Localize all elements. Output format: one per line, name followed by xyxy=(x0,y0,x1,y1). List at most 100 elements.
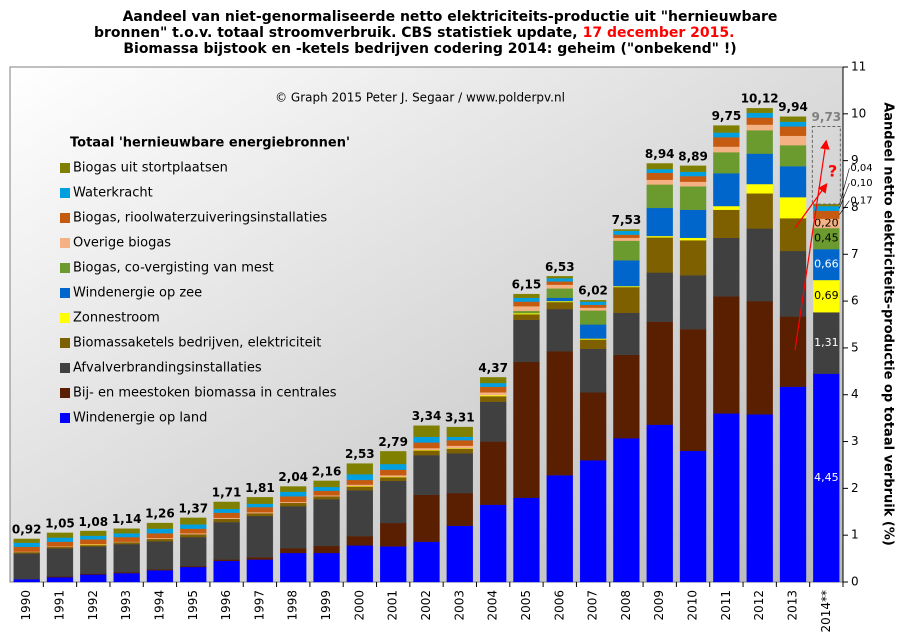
legend-label: Biogas, co-vergisting van mest xyxy=(73,261,274,276)
bar-segment xyxy=(613,229,640,232)
bar-segment xyxy=(646,424,673,583)
x-tick-label: 1993 xyxy=(119,590,133,621)
bar-segment xyxy=(546,276,573,279)
bar-segment xyxy=(613,234,640,239)
legend-label: Biogas uit stortplaatsen xyxy=(73,161,228,176)
bar-segment xyxy=(446,492,473,526)
total-label: 8,89 xyxy=(678,149,708,163)
bar-segment xyxy=(380,522,407,547)
value-label: 0,20 xyxy=(814,216,839,229)
bar-segment xyxy=(713,132,740,138)
bar-segment xyxy=(346,484,374,487)
bar-segment xyxy=(713,237,740,297)
bar-segment xyxy=(246,557,274,560)
x-tick-label: 1995 xyxy=(186,590,200,621)
x-tick-label: 1991 xyxy=(52,590,66,621)
x-tick-label: 1998 xyxy=(286,590,300,621)
leader-line xyxy=(839,182,850,209)
bar-segment xyxy=(446,448,473,454)
bar-segment xyxy=(46,548,74,577)
total-label: 2,53 xyxy=(345,447,375,461)
value-label: 4,45 xyxy=(814,471,839,484)
bar-segment xyxy=(546,284,573,289)
value-label: 0,45 xyxy=(814,232,839,245)
bar-segment xyxy=(180,524,207,529)
bar-segment xyxy=(546,297,573,302)
bar-segment xyxy=(713,209,740,239)
bar-segment xyxy=(679,171,707,177)
annotation: ? xyxy=(828,162,837,181)
total-label: 1,05 xyxy=(45,516,75,530)
value-label: 1,31 xyxy=(814,336,839,349)
x-tick-label: 2006 xyxy=(552,590,566,621)
bar-segment xyxy=(646,172,673,180)
legend-swatch xyxy=(60,213,70,223)
bar-segment xyxy=(613,230,640,235)
x-tick-label: 2012 xyxy=(752,590,766,621)
y-tick-label: 6 xyxy=(851,294,859,308)
bar-segment xyxy=(779,197,807,219)
bar-segment xyxy=(813,210,840,219)
total-label: 1,71 xyxy=(212,485,242,499)
bar-segment xyxy=(146,538,174,542)
y-tick-label: 0 xyxy=(851,575,859,589)
bar-segment xyxy=(146,533,174,539)
bar-segment xyxy=(180,566,207,583)
x-tick-label: 2014** xyxy=(819,590,833,633)
bar-segment xyxy=(579,392,607,461)
bar-segment xyxy=(80,544,107,547)
title-line: Biomassa bijstook en -ketels bedrijven c… xyxy=(123,41,736,57)
bar-segment xyxy=(579,348,607,393)
bar-segment xyxy=(679,209,707,239)
total-label: 1,14 xyxy=(112,512,142,526)
y-tick-label: 3 xyxy=(851,434,859,448)
total-label: 1,37 xyxy=(178,501,208,515)
bar-segment xyxy=(213,560,240,583)
bar-segment xyxy=(313,486,340,491)
bar-segment xyxy=(579,304,607,308)
bar-segment xyxy=(613,260,640,287)
x-tick-label: 2003 xyxy=(452,590,466,621)
bar-segment xyxy=(446,439,473,446)
bar-segment xyxy=(413,454,440,496)
bar-segment xyxy=(413,436,440,443)
bar-segment xyxy=(513,361,540,498)
bar-segment xyxy=(613,312,640,356)
total-label: 0,92 xyxy=(12,522,42,536)
bar-segment xyxy=(679,181,707,187)
value-label: 0,10 xyxy=(850,178,872,189)
bar-segment xyxy=(280,506,307,549)
bar-segment xyxy=(13,542,40,548)
bar-segment xyxy=(46,577,74,583)
bar-segment xyxy=(646,163,673,170)
bar-segment xyxy=(679,186,707,210)
bar-segment xyxy=(579,307,607,311)
legend-label: Windenergie op land xyxy=(73,411,207,426)
bar-segment xyxy=(113,533,140,538)
bar-segment xyxy=(479,377,507,384)
bar-segment xyxy=(713,137,740,147)
x-tick-label: 2010 xyxy=(686,590,700,621)
legend-swatch xyxy=(60,163,70,173)
x-tick-label: 2004 xyxy=(486,590,500,621)
bar-segment xyxy=(213,501,240,510)
x-tick-label: 1999 xyxy=(319,590,333,621)
x-tick-label: 2000 xyxy=(352,590,366,621)
x-tick-label: 2005 xyxy=(519,590,533,621)
bar-segment xyxy=(579,324,607,339)
total-label: 6,53 xyxy=(545,260,575,274)
total-label: 1,81 xyxy=(245,481,275,495)
bar-segment xyxy=(746,153,773,185)
bar-segment xyxy=(13,579,40,583)
bar-segment xyxy=(479,382,507,387)
bar-segment xyxy=(246,506,274,513)
bar-segment xyxy=(646,235,673,238)
bar-segment xyxy=(713,296,740,414)
bar-segment xyxy=(13,551,40,554)
y-axis-label: Aandeel netto elektriciteits-productie o… xyxy=(881,102,896,546)
x-tick-label: 1990 xyxy=(19,590,33,621)
y-tick-label: 8 xyxy=(851,200,859,214)
bar-segment xyxy=(746,112,773,118)
bar-segment xyxy=(80,546,107,574)
bar-segment xyxy=(246,503,274,508)
